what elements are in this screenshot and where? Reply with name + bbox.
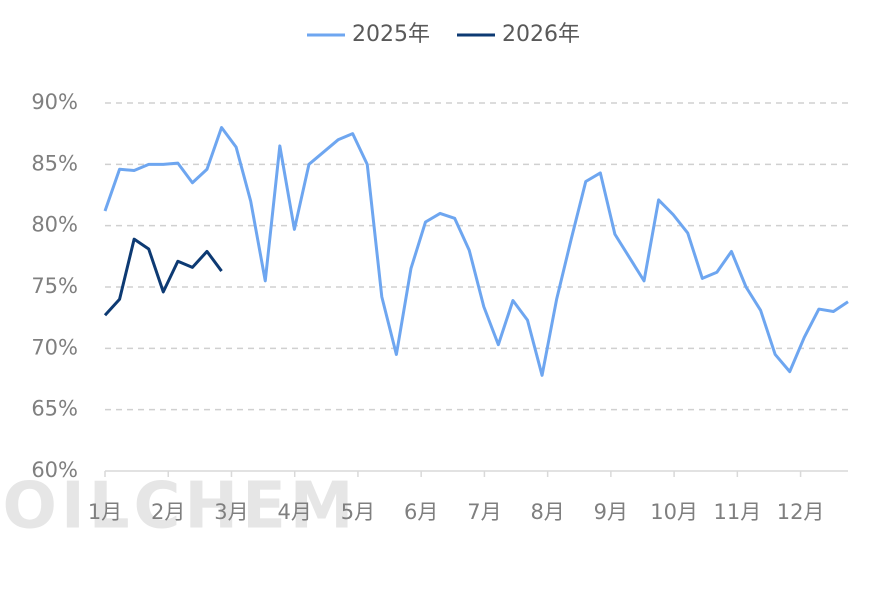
x-tick-label: 1月 — [88, 500, 122, 524]
y-tick-label: 65% — [31, 397, 78, 421]
x-tick-label: 3月 — [214, 500, 248, 524]
x-tick-label: 11月 — [713, 500, 761, 524]
x-tick-label: 9月 — [594, 500, 628, 524]
y-tick-label: 60% — [31, 458, 78, 482]
y-tick-label: 80% — [31, 213, 78, 237]
y-tick-label: 75% — [31, 274, 78, 298]
x-tick-label: 7月 — [467, 500, 501, 524]
series-line — [103, 126, 849, 377]
legend-label: 2025年 — [352, 22, 430, 47]
watermark: OILCHEM — [3, 470, 358, 544]
y-tick-label: 90% — [31, 90, 78, 114]
x-tick-label: 8月 — [530, 500, 564, 524]
x-tick-label: 4月 — [278, 500, 312, 524]
y-tick-label: 70% — [31, 335, 78, 359]
x-tick-label: 5月 — [341, 500, 375, 524]
x-tick-label: 6月 — [404, 500, 438, 524]
y-tick-label: 85% — [31, 151, 78, 175]
x-tick-label: 10月 — [650, 500, 698, 524]
x-tick-label: 12月 — [777, 500, 825, 524]
series-line — [103, 237, 223, 317]
legend-label: 2026年 — [502, 22, 580, 47]
x-tick-label: 2月 — [151, 500, 185, 524]
